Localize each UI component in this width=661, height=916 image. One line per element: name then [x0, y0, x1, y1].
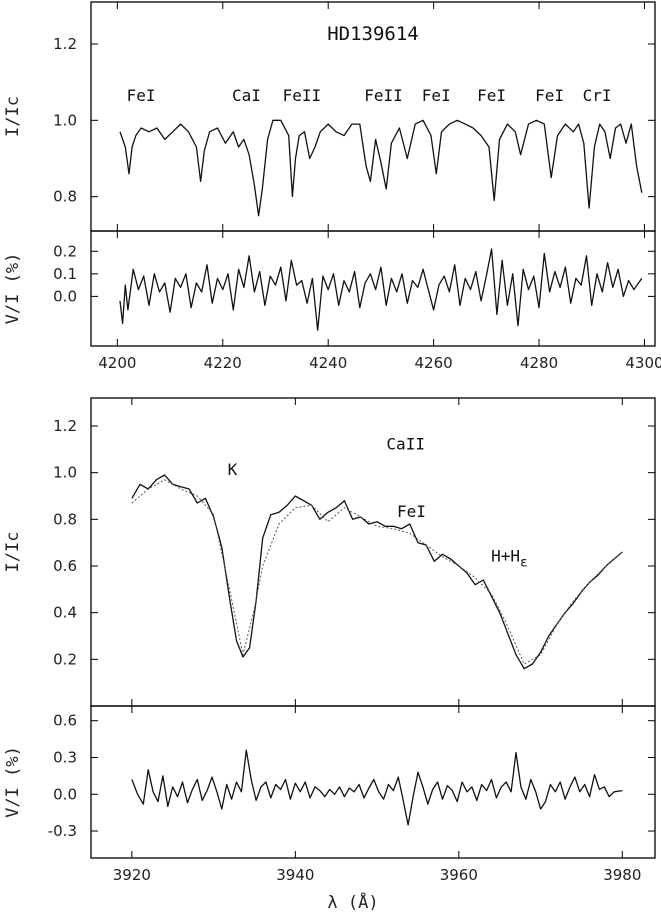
- y-tick-label: 0.8: [53, 188, 77, 206]
- y-tick-label: 0.1: [53, 265, 77, 283]
- line-annotation: H+Hε: [491, 546, 528, 570]
- y-tick-label: 0.3: [53, 748, 77, 766]
- panel-top-polarization: 0.0 0.1 0.2 4200 4220 4240 4260 4280 4300 V/I (%): [3, 230, 661, 372]
- y-axis-label: I/Ic: [3, 96, 23, 137]
- y-tick-label: 1.0: [53, 111, 77, 129]
- line-annotation: FeI: [127, 86, 156, 105]
- panel-top-intensity: 0.8 1.0 1.2 I/Ic HD139614 FeI CaI FeII FeII FeI Fe…: [3, 1, 656, 232]
- x-tick-label: 3960: [440, 866, 478, 884]
- line-annotation: CaI: [232, 86, 261, 105]
- x-tick-label: 4260: [415, 354, 453, 372]
- y-tick-label: 1.0: [53, 464, 77, 482]
- y-axis-label: V/I (%): [3, 253, 23, 325]
- line-annotation: CaII: [386, 434, 425, 453]
- line-annotation: FeI: [477, 86, 506, 105]
- x-tick-label: 4240: [309, 354, 347, 372]
- y-tick-label: 0.2: [53, 650, 77, 668]
- y-tick-label: 1.2: [53, 35, 77, 53]
- x-tick-label: 3980: [603, 866, 641, 884]
- x-tick-label: 3940: [276, 866, 314, 884]
- plot-frame: [90, 230, 656, 347]
- y-tick-label: 0.8: [53, 510, 77, 528]
- series-line-observed: [131, 474, 623, 670]
- y-tick-label: 1.2: [53, 417, 77, 435]
- line-annotation: FeI: [422, 86, 451, 105]
- x-tick-label: 4200: [98, 354, 136, 372]
- series-line-series-0: [131, 749, 623, 826]
- x-tick-label: 4280: [520, 354, 558, 372]
- series-line-synthetic: [131, 479, 623, 665]
- x-tick-label: 3920: [113, 866, 151, 884]
- panel-bottom-polarization: -0.3 0.0 0.3 0.6 3920 3940 3960 3980 V/I (%) λ (Å…: [3, 705, 656, 913]
- y-tick-label: 0.4: [53, 604, 77, 622]
- plot-frame: [90, 705, 656, 859]
- x-tick-label: 4300: [625, 354, 661, 372]
- y-tick-label: 0.6: [53, 712, 77, 730]
- y-axis-label: I/Ic: [3, 532, 23, 573]
- x-tick-label: 4220: [204, 354, 242, 372]
- panel-bottom-intensity: 0.2 0.4 0.6 0.8 1.0 1.2 I/Ic CaII K FeI H+Hε: [3, 397, 656, 707]
- y-tick-label: 0.2: [53, 242, 77, 260]
- y-tick-label: -0.3: [48, 822, 77, 840]
- y-tick-label: 0.0: [53, 287, 77, 305]
- plot-frame: [90, 397, 656, 707]
- y-axis-label: V/I (%): [3, 746, 23, 818]
- series-line-series-0: [119, 119, 643, 217]
- series-line-series-0: [119, 248, 643, 331]
- y-tick-label: 0.6: [53, 557, 77, 575]
- y-tick-label: 0.0: [53, 785, 77, 803]
- line-annotation: FeI: [397, 502, 426, 521]
- line-annotation: FeI: [535, 86, 564, 105]
- line-annotation: FeII: [283, 86, 322, 105]
- line-annotation: CrI: [583, 86, 612, 105]
- x-axis-label: λ (Å): [327, 891, 378, 913]
- chart-title: HD139614: [327, 23, 419, 45]
- line-annotation: FeII: [364, 86, 403, 105]
- line-annotation: K: [228, 460, 238, 479]
